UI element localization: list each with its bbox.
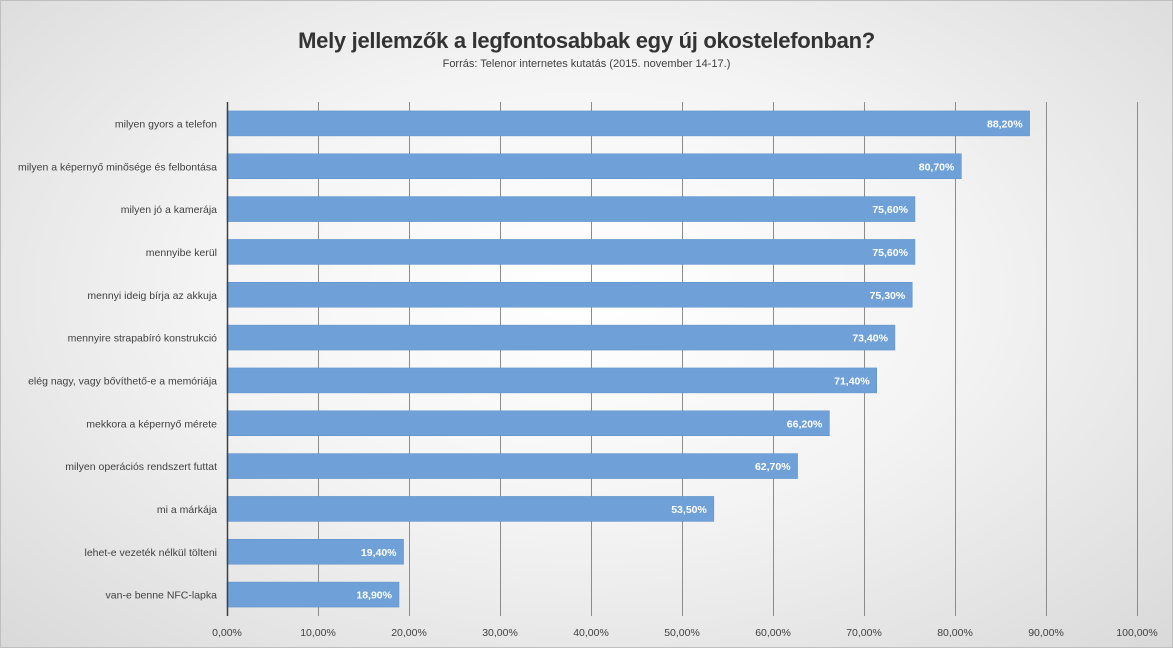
category-label-1: milyen gyors a telefon [115,118,217,130]
bar-7 [226,367,877,394]
x-tick-label-20: 20,00% [391,627,427,639]
category-label-9: milyen operációs rendszert futtat [65,461,217,473]
category-label-6: mennyire strapabíró konstrukció [68,333,218,345]
bar-11 [226,539,404,565]
data-label-2: 80,70% [919,161,955,173]
bar-12 [226,581,400,608]
category-label-11: lehet-e vezeték nélkül tölteni [85,547,218,559]
chart-subtitle: Forrás: Telenor internetes kutatás (2015… [442,58,731,70]
data-label-6: 73,40% [852,333,888,345]
x-tick-label-50: 50,00% [664,627,700,639]
category-label-8: mekkora a képernyő mérete [86,418,217,430]
data-label-12: 18,90% [356,590,392,602]
data-label-9: 62,70% [755,461,791,473]
data-label-8: 66,20% [787,418,823,430]
x-tick-label-10: 10,00% [300,627,336,639]
x-tick-label-60: 60,00% [755,627,791,639]
bar-6 [226,324,896,351]
x-tick-label-100: 100,00% [1116,627,1157,639]
chart-title: Mely jellemzők a legfontosabbak egy új o… [298,28,875,53]
bar-8 [226,410,830,436]
x-tick-label-70: 70,00% [846,627,882,639]
bar-3 [226,196,916,222]
x-tick-label-0: 0,00% [212,627,242,639]
data-label-10: 53,50% [671,504,707,516]
x-tick-label-40: 40,00% [573,627,609,639]
bar-2 [226,153,962,179]
category-label-3: milyen jó a kamerája [121,204,217,216]
x-tick-label-30: 30,00% [482,627,518,639]
bar-1 [226,110,1030,137]
category-label-4: mennyibe kerül [146,247,217,259]
bar-5 [226,282,913,308]
category-label-5: mennyi ideig bírja az akkuja [87,290,217,302]
category-label-12: van-e benne NFC-lapka [106,590,218,602]
data-label-1: 88,20% [987,118,1023,130]
data-label-7: 71,40% [834,375,870,387]
bar-4 [226,239,916,265]
data-label-3: 75,60% [872,204,908,216]
category-label-2: milyen a képernyő minősége és felbontása [18,161,217,173]
category-label-10: mi a márkája [157,504,217,516]
data-label-5: 75,30% [870,290,906,302]
category-label-7: elég nagy, vagy bővíthető-e a memóriája [28,375,217,387]
data-label-4: 75,60% [872,247,908,259]
x-tick-label-80: 80,00% [937,627,973,639]
bar-10 [226,496,715,522]
data-label-11: 19,40% [361,547,397,559]
bar-9 [226,453,798,479]
x-tick-label-90: 90,00% [1028,627,1064,639]
